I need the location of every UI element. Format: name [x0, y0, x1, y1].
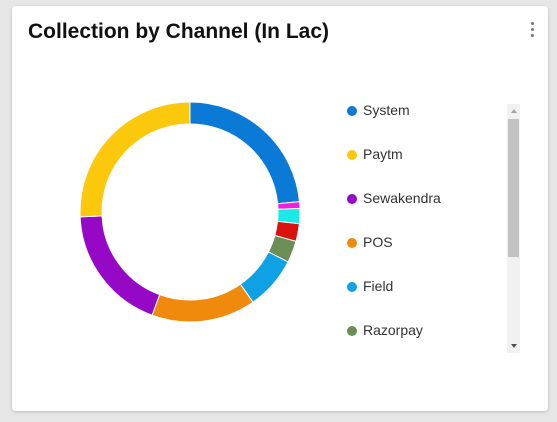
legend-dot — [347, 194, 357, 204]
legend-item-paytm[interactable]: Paytm — [342, 146, 492, 190]
more-vertical-icon[interactable] — [528, 22, 536, 40]
legend-label: System — [363, 102, 410, 118]
donut-slice-paytm[interactable] — [79, 101, 191, 218]
donut-slice-system[interactable] — [189, 101, 301, 205]
card-title: Collection by Channel (In Lac) — [28, 20, 330, 43]
legend-label: Razorpay — [363, 322, 423, 338]
legend-dot — [347, 106, 357, 116]
legend-dot — [347, 326, 357, 336]
legend-item-razorpay[interactable]: Razorpay — [342, 322, 492, 352]
legend-label: Field — [363, 278, 394, 294]
donut-slice-pos[interactable] — [151, 283, 254, 323]
legend-dot — [347, 238, 357, 248]
legend-scrollbar[interactable] — [507, 104, 520, 353]
legend-label: POS — [363, 234, 393, 250]
legend-item-system[interactable]: System — [342, 102, 492, 146]
legend-item-sewakendra[interactable]: Sewakendra — [342, 190, 492, 234]
legend-dot — [347, 282, 357, 292]
legend-label: Paytm — [363, 146, 403, 162]
legend-label: Sewakendra — [363, 190, 441, 206]
legend-item-field[interactable]: Field — [342, 278, 492, 322]
chart-card: Collection by Channel (In Lac) System Pa… — [12, 6, 548, 411]
legend-dot — [347, 150, 357, 160]
scroll-down-arrow-icon[interactable] — [507, 339, 520, 353]
chart-legend: System Paytm Sewakendra POS Field Razorp… — [342, 102, 492, 352]
scroll-up-arrow-icon[interactable] — [507, 104, 520, 118]
scrollbar-thumb[interactable] — [508, 119, 519, 257]
donut-slice-sewakendra[interactable] — [79, 215, 161, 316]
donut-chart — [79, 101, 301, 323]
legend-item-pos[interactable]: POS — [342, 234, 492, 278]
